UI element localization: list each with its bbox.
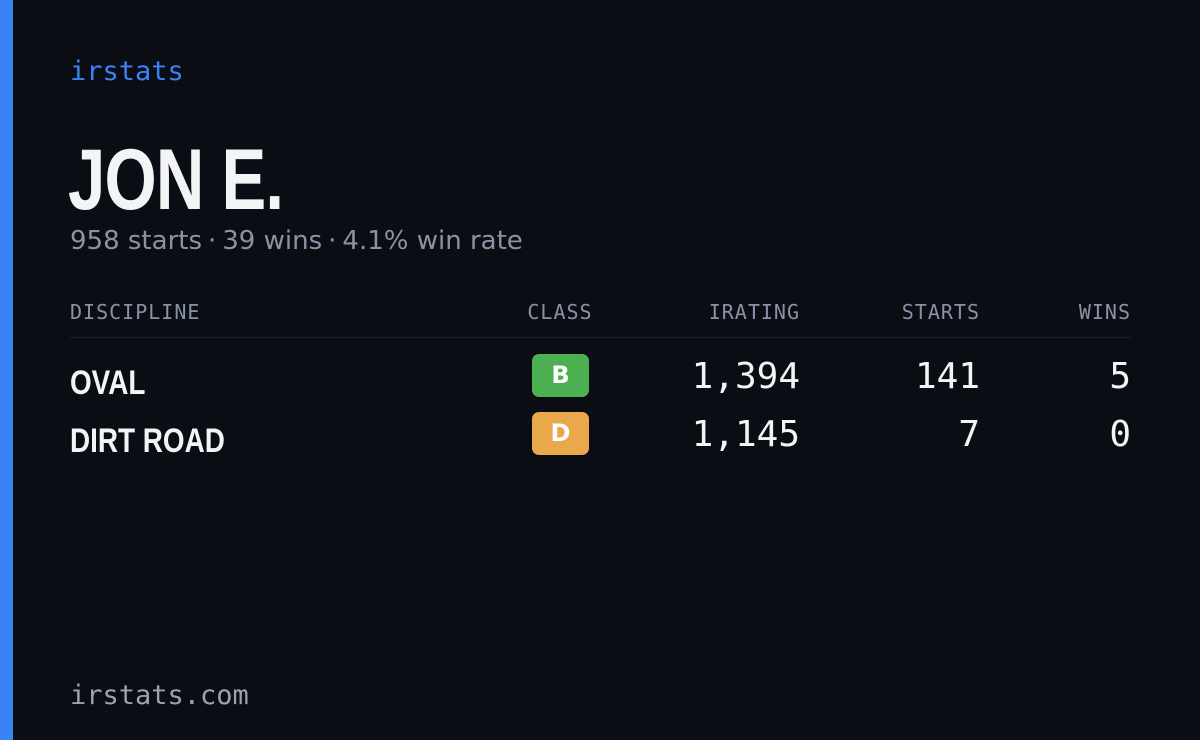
discipline-table: DISCIPLINE CLASS IRATING STARTS WINS OVA…	[70, 296, 1131, 460]
header-irating: IRATING	[708, 300, 800, 324]
license-class-badge: B	[532, 354, 589, 397]
table-header: DISCIPLINE CLASS IRATING STARTS WINS	[70, 296, 1131, 338]
summary-winrate: 4.1% win rate	[342, 226, 523, 256]
table-row: OVAL B 1,394 141 5	[70, 338, 1131, 402]
row-wins: 5	[1109, 356, 1131, 397]
driver-name: JON E.	[68, 132, 284, 228]
header-discipline: DISCIPLINE	[70, 300, 201, 324]
summary-separator: ·	[208, 226, 217, 256]
row-discipline: DIRT ROAD	[70, 422, 225, 460]
row-starts: 7	[958, 414, 980, 455]
summary-wins: 39 wins	[222, 226, 323, 256]
footer-url: irstats.com	[70, 680, 249, 711]
license-class-badge: D	[532, 412, 589, 455]
summary-starts: 958 starts	[70, 226, 202, 256]
header-class: CLASS	[527, 300, 593, 324]
row-starts: 141	[914, 356, 980, 397]
table-row: DIRT ROAD D 1,145 7 0	[70, 396, 1131, 460]
brand-logo-text: irstats	[70, 56, 184, 87]
summary-separator: ·	[328, 226, 337, 256]
header-starts: STARTS	[901, 300, 980, 324]
accent-bar	[0, 0, 13, 740]
row-irating: 1,394	[691, 356, 800, 397]
row-wins: 0	[1109, 414, 1131, 455]
row-discipline: OVAL	[70, 364, 146, 402]
row-irating: 1,145	[691, 414, 800, 455]
driver-summary: 958 starts · 39 wins · 4.1% win rate	[70, 226, 523, 256]
header-wins: WINS	[1078, 300, 1131, 324]
